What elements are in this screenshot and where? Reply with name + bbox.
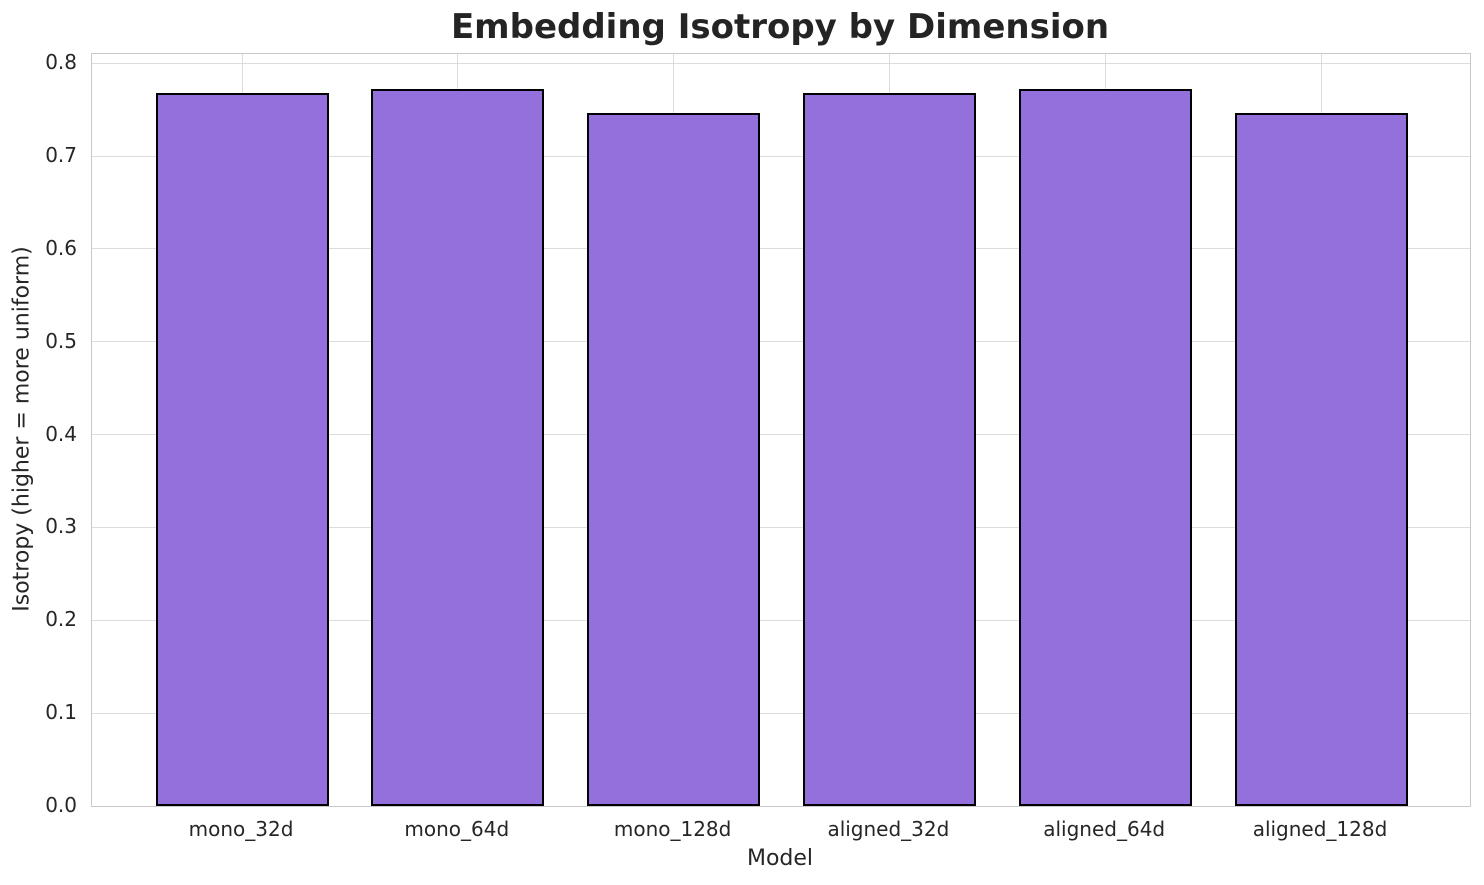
bar	[587, 113, 761, 806]
y-tick-label: 0.6	[45, 235, 77, 260]
bar	[371, 89, 545, 806]
h-gridline	[92, 62, 1470, 64]
y-tick-label: 0.2	[45, 607, 77, 632]
bar	[1018, 89, 1192, 806]
h-gridline	[92, 434, 1470, 436]
h-gridline	[92, 248, 1470, 250]
y-tick-label: 0.7	[45, 143, 77, 168]
y-tick-label: 0.0	[45, 793, 77, 817]
h-gridline	[92, 619, 1470, 621]
y-tick-label: 0.1	[45, 700, 77, 725]
x-tick-label: aligned_128d	[1252, 817, 1388, 841]
h-gridline	[92, 155, 1470, 157]
y-tick-label: 0.5	[45, 328, 77, 353]
bar	[802, 92, 976, 806]
y-tick-label: 0.3	[45, 514, 77, 539]
h-gridline	[92, 341, 1470, 343]
bar	[1234, 113, 1408, 806]
x-tick-label: aligned_32d	[827, 817, 950, 841]
x-tick-label: aligned_64d	[1043, 817, 1166, 841]
x-tick-label: mono_128d	[613, 817, 732, 841]
y-tick-label: 0.4	[45, 421, 77, 446]
chart-title: Embedding Isotropy by Dimension	[450, 7, 1110, 47]
x-tick-label: mono_64d	[404, 817, 510, 841]
y-tick-label: 0.8	[45, 50, 77, 75]
x-tick-label: mono_32d	[188, 817, 294, 841]
h-gridline	[92, 526, 1470, 528]
plot-area	[91, 53, 1471, 807]
bar	[155, 92, 329, 806]
h-gridline	[92, 712, 1470, 714]
x-axis-title: Model	[746, 846, 814, 871]
